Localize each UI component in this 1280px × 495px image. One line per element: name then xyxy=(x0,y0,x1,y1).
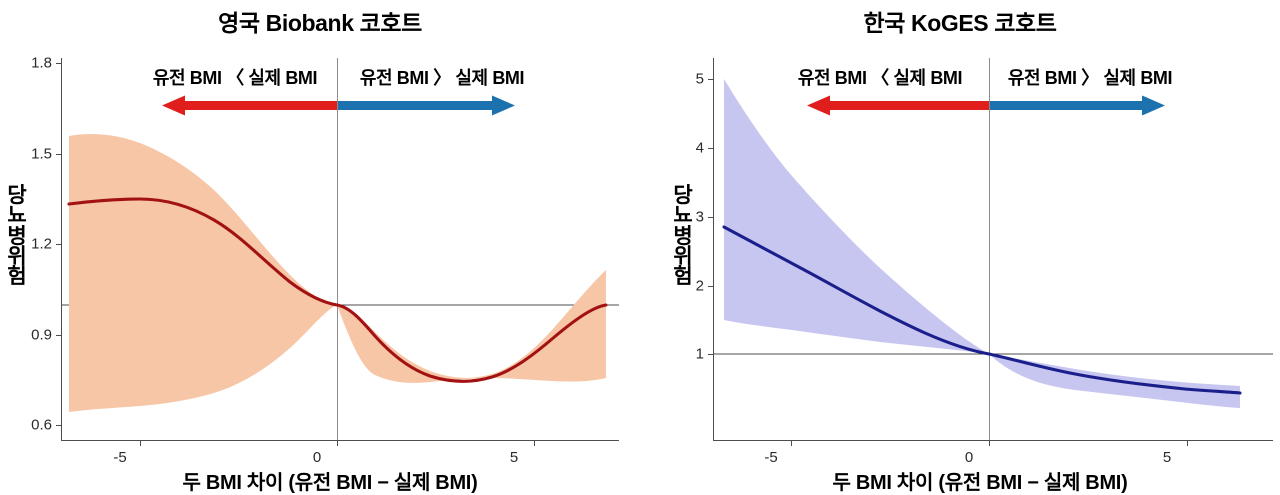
annotation-left-koges: 유전 BMI 〈 실제 BMI xyxy=(797,68,963,88)
y-axis-line-koges xyxy=(713,58,714,441)
y-axis-title-char: 위 xyxy=(673,245,693,269)
x-tick-mark xyxy=(534,441,535,446)
annotation-right-uk: 유전 BMI 〉 실제 BMI xyxy=(359,68,525,88)
y-tick-label: 0.9 xyxy=(31,326,52,344)
direction-arrows-uk xyxy=(162,95,515,116)
direction-arrows-koges xyxy=(807,95,1165,116)
y-axis-title-char: 뇨 xyxy=(7,204,27,228)
y-axis-title-uk: 당 뇨 병 위 험 xyxy=(2,184,32,289)
hazard-ratio-curve-uk xyxy=(67,197,608,383)
y-axis-title-char: 험 xyxy=(7,265,27,289)
right-blue-arrow-icon xyxy=(337,95,515,116)
x-tick-mark xyxy=(337,441,338,446)
x-tick-mark xyxy=(791,441,792,446)
y-tick-mark xyxy=(708,148,713,149)
y-axis-title-char: 뇨 xyxy=(673,204,693,228)
panel-koges: 한국 KoGES 코호트 당 뇨 병 위 험 5 4 3 2 1 -5 0 5 … xyxy=(640,0,1280,494)
plot-curve-uk xyxy=(61,58,619,440)
panel-uk-biobank: 영국 Biobank 코호트 당 뇨 병 위 험 1.8 1.5 1.2 0.9… xyxy=(0,0,640,494)
confidence-ribbon-uk xyxy=(69,134,606,412)
x-axis-line-uk xyxy=(61,440,619,441)
left-red-arrow-icon xyxy=(162,95,337,116)
y-axis-title-char: 병 xyxy=(7,224,27,248)
y-axis-title-char: 병 xyxy=(673,224,693,248)
x-tick-label: -5 xyxy=(764,449,778,466)
y-tick-mark xyxy=(56,63,61,64)
x-tick-label: -5 xyxy=(113,449,127,466)
y-tick-mark xyxy=(56,154,61,155)
y-tick-label: 2 xyxy=(695,277,704,295)
x-tick-mark xyxy=(140,441,141,446)
y-axis-title-char: 위 xyxy=(7,245,27,269)
left-red-arrow-icon xyxy=(807,95,989,116)
x-tick-label: 5 xyxy=(1162,449,1172,466)
y-tick-mark xyxy=(56,244,61,245)
hazard-ratio-curve-koges xyxy=(722,225,1242,395)
y-axis-title-char: 당 xyxy=(673,184,693,207)
confidence-ribbon-koges xyxy=(724,79,1240,408)
y-tick-mark xyxy=(708,286,713,287)
y-tick-label: 3 xyxy=(695,208,704,226)
y-axis-title-koges: 당 뇨 병 위 험 xyxy=(668,184,698,289)
y-tick-mark xyxy=(708,217,713,218)
y-axis-title-char: 험 xyxy=(673,265,693,289)
panel-title-uk-biobank: 영국 Biobank 코호트 xyxy=(218,10,422,36)
x-tick-mark xyxy=(1187,441,1188,446)
y-tick-label: 1 xyxy=(695,345,704,363)
x-axis-line-koges xyxy=(713,440,1273,441)
y-tick-mark xyxy=(56,425,61,426)
y-tick-label: 5 xyxy=(695,70,704,88)
x-tick-mark xyxy=(989,441,990,446)
x-tick-label: 0 xyxy=(964,449,974,466)
y-tick-label: 1.2 xyxy=(31,235,52,253)
x-tick-label: 5 xyxy=(509,449,519,466)
x-tick-label: 0 xyxy=(312,449,322,466)
annotation-right-koges: 유전 BMI 〉 실제 BMI xyxy=(1007,68,1173,88)
y-axis-line-uk xyxy=(61,58,62,441)
right-blue-arrow-icon xyxy=(989,95,1165,116)
y-tick-mark xyxy=(708,354,713,355)
y-tick-mark xyxy=(56,335,61,336)
y-tick-label: 0.6 xyxy=(31,416,52,434)
panel-title-koges: 한국 KoGES 코호트 xyxy=(863,10,1057,36)
y-axis-title-char: 당 xyxy=(7,184,27,207)
y-tick-label: 1.5 xyxy=(31,145,52,163)
plot-curve-koges xyxy=(713,58,1273,440)
annotation-left-uk: 유전 BMI 〈 실제 BMI xyxy=(152,68,318,88)
y-tick-label: 4 xyxy=(695,139,704,157)
y-tick-label: 1.8 xyxy=(31,54,52,72)
x-axis-title-uk: 두 BMI 차이 (유전 BMI − 실제 BMI) xyxy=(182,472,478,494)
y-tick-mark xyxy=(708,79,713,80)
x-axis-title-koges: 두 BMI 차이 (유전 BMI − 실제 BMI) xyxy=(832,472,1128,494)
